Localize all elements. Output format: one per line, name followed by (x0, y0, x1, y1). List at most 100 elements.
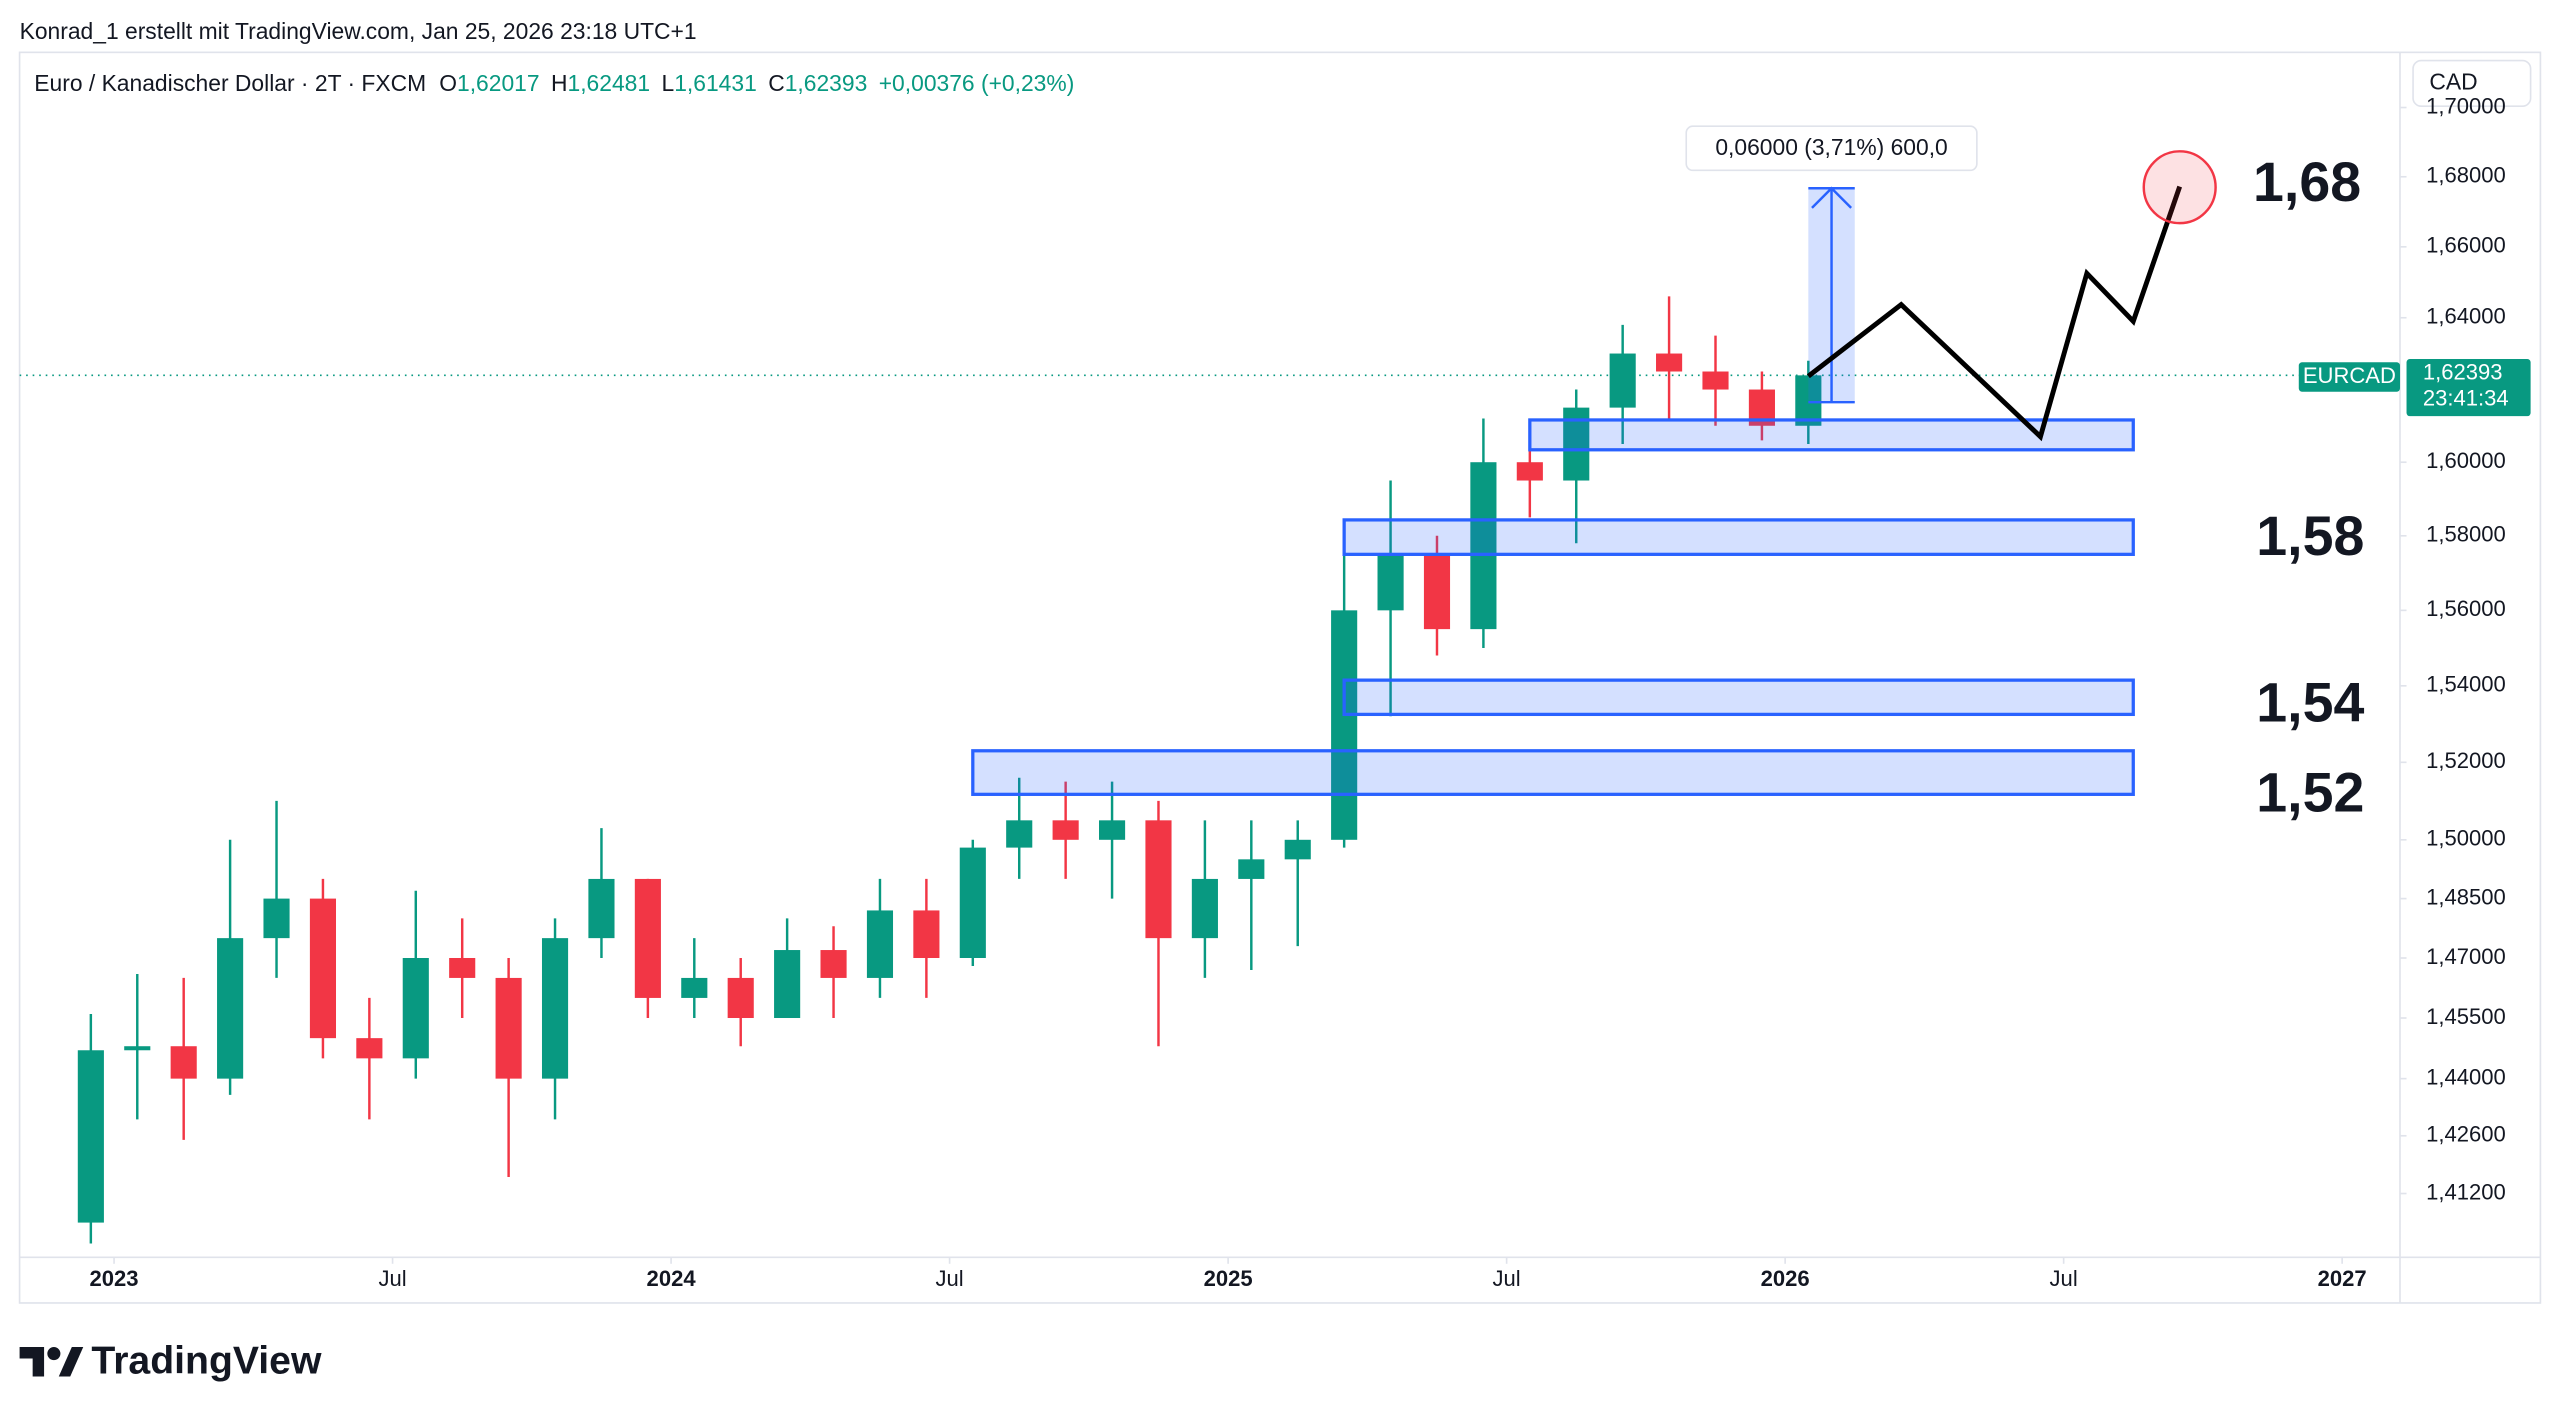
candle (913, 878, 940, 998)
candle-body (1098, 820, 1126, 840)
logo-dot (47, 1347, 61, 1361)
measure-label-box (1685, 125, 1978, 172)
legend-item: 1,61431 (674, 70, 757, 96)
y-tick-label: 1,56000 (2426, 596, 2506, 621)
candle (541, 918, 569, 1120)
y-tick-label: 1,45500 (2426, 1004, 2506, 1029)
currency-label[interactable]: CAD (2429, 68, 2477, 94)
candle-body (681, 977, 708, 998)
price-tag (2406, 359, 2531, 417)
price-label: 1,62393 (2423, 360, 2503, 385)
candle (1609, 324, 1636, 444)
candle (774, 918, 801, 1019)
candle-body (495, 977, 522, 1079)
candle-body (402, 957, 429, 1059)
candle (1470, 418, 1497, 648)
candle (356, 997, 383, 1120)
candle (959, 839, 986, 966)
candle (1098, 781, 1126, 899)
support-zone (1342, 518, 2135, 556)
candle (263, 800, 290, 978)
candle-body (866, 910, 894, 978)
y-tick-label: 1,41200 (2426, 1179, 2506, 1204)
candle-body (588, 878, 615, 939)
candle-body (1516, 462, 1543, 481)
x-tick-label: Jul (1493, 1266, 1521, 1291)
legend-item: +0,00376 (+0,23%) (879, 70, 1075, 96)
chart-frame (18, 51, 2542, 1304)
candle-body (820, 950, 847, 978)
candle (1284, 820, 1311, 947)
candle-body (1006, 820, 1033, 848)
candle (1656, 296, 1683, 419)
legend-item: H (551, 70, 568, 96)
candle-body (1470, 462, 1497, 630)
candle-body (913, 910, 940, 958)
candle-body (217, 938, 244, 1079)
candle-body (727, 977, 754, 1019)
candle (681, 938, 708, 1019)
y-tick-label: 1,42600 (2426, 1122, 2506, 1147)
candle-body (1238, 859, 1265, 879)
candle (727, 957, 754, 1047)
candle-body (1702, 371, 1729, 390)
y-tick-label: 1,66000 (2426, 233, 2506, 258)
candle (588, 828, 615, 958)
logo-mark (19, 1347, 45, 1377)
candle (1052, 781, 1079, 879)
candle (77, 1013, 104, 1244)
x-tick-label: Jul (936, 1266, 964, 1291)
candle-body (1284, 839, 1311, 860)
x-tick-label: Jul (378, 1266, 406, 1291)
candle-body (634, 878, 661, 998)
projection-path (1806, 185, 2183, 442)
logo-slash (58, 1347, 84, 1377)
candle-body (1331, 610, 1358, 840)
candle (449, 918, 476, 1019)
candle (170, 977, 197, 1140)
plot-area (19, 296, 2400, 1244)
overlay: 0,06000 (3,71%) 600,0 1,68 1,58 1,54 1,52 (971, 125, 2364, 824)
support-zone (971, 749, 2135, 796)
y-tick-label: 1,50000 (2426, 826, 2506, 851)
measure-arrowhead (1811, 186, 1853, 209)
target-circle (2142, 150, 2217, 225)
x-tick-label: 2026 (1761, 1266, 1810, 1291)
y-tick-label: 1,52000 (2426, 748, 2506, 773)
legend-item: Euro / Kanadischer Dollar · 2T · FXCM (34, 70, 426, 96)
candle-body (959, 847, 986, 958)
candle (1702, 335, 1729, 426)
candle (124, 973, 151, 1120)
x-tick-label: 2024 (647, 1266, 697, 1291)
candle-body (1795, 375, 1822, 426)
candle-body (541, 938, 569, 1079)
candle-body (1145, 820, 1172, 939)
candle-body (1052, 820, 1079, 840)
candle (1238, 820, 1265, 970)
candle-body (77, 1050, 104, 1223)
y-tick-label: 1,68000 (2426, 163, 2506, 188)
level-label: 1,54 (2256, 672, 2364, 734)
legend-item: 1,62017 (457, 70, 540, 96)
candle (866, 878, 894, 998)
candle-body (124, 1046, 151, 1051)
candle (634, 878, 661, 1019)
level-label: 1,68 (2253, 151, 2361, 213)
candle-body (1191, 878, 1218, 939)
y-tick-label: 1,70000 (2426, 93, 2506, 118)
candle (1191, 820, 1218, 978)
y-tick-label: 1,60000 (2426, 448, 2506, 473)
y-tick-label: 1,47000 (2426, 944, 2506, 969)
countdown-label: 23:41:34 (2423, 386, 2509, 411)
symbol-label: EURCAD (2303, 363, 2396, 388)
support-zone (1528, 418, 2135, 452)
author-line: Konrad_1 erstellt mit TradingView.com, J… (20, 18, 697, 44)
y-tick-label: 1,54000 (2426, 672, 2506, 697)
brand-logo (19, 1347, 84, 1377)
candle (495, 957, 522, 1177)
currency-button[interactable] (2412, 59, 2532, 108)
brand-name: TradingView (91, 1340, 322, 1383)
support-zone (1342, 678, 2135, 717)
